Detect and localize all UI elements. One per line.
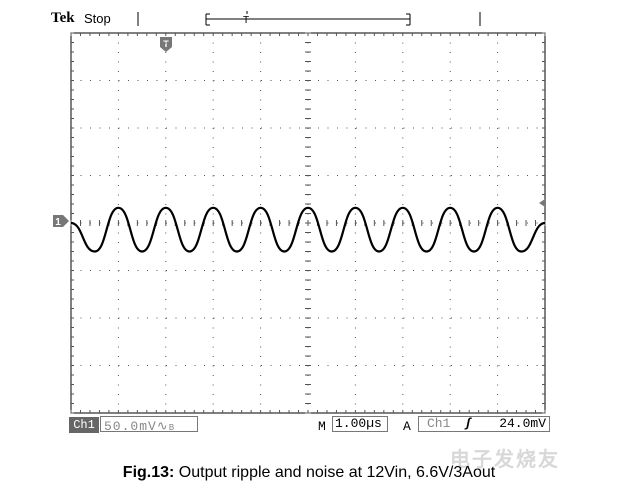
channel-label: Ch1 [69,417,99,433]
acquisition-status: Stop [84,11,111,26]
graticule [70,32,546,414]
ch1-waveform [70,206,546,253]
figure-number: Fig.13: [122,464,175,481]
timebase-prefix: M [318,419,326,434]
channel-1-marker-label: 1 [55,217,61,228]
brand-label: Tek [51,10,75,26]
vertical-scale-readout: 50.0mV∿B [104,419,175,434]
trigger-level: 24.0mV [499,416,546,431]
record-trigger-marker: T [243,15,249,26]
ac-coupling-icon: ∿ [156,419,169,434]
channel-1-marker: 1 [53,215,69,228]
vscale-box [100,416,198,432]
timebase-readout: 1.00µs [332,416,388,432]
trigger-level-marker [539,199,545,207]
rising-edge-icon: ʃ [464,416,473,431]
trigger-prefix: A [403,419,411,434]
vertical-scale-value: 50.0mV [104,419,157,434]
figure-caption-text: Output ripple and noise at 12Vin, 6.6V/3… [174,464,496,481]
watermark-logo: 电子发烧友 [450,449,560,471]
trigger-position-label: T [163,39,169,49]
record-position-bar: T [137,11,481,26]
bandwidth-limit-icon: B [168,423,176,433]
trigger-source: Ch1 [427,416,451,431]
trigger-position-marker: T [160,37,172,52]
figure-caption: Fig.13: Output ripple and noise at 12Vin… [0,464,618,482]
trigger-readout: Ch1 ʃ 24.0mV [418,416,550,432]
